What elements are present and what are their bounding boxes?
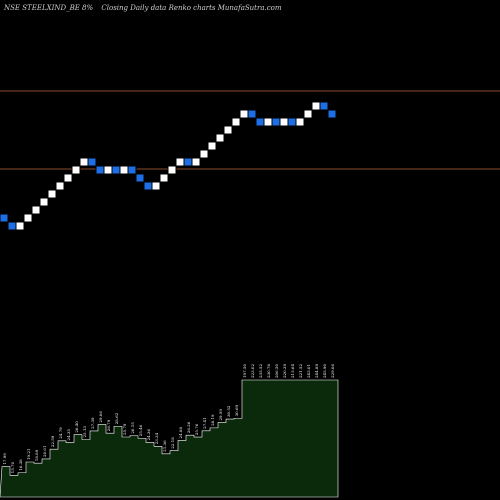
- renko-brick-up: [23, 213, 33, 223]
- volume-label: 215.64: [290, 364, 295, 378]
- volume-label: 21.36: [162, 440, 167, 452]
- volume-label: 243.01: [306, 364, 311, 378]
- volume-label: 25.13: [82, 426, 87, 438]
- volume-label: 206.50: [274, 364, 279, 378]
- chart-title: NSE STEELXIND_BE 8% Closing Daily data R…: [3, 4, 282, 12]
- volume-area-shape: [0, 379, 339, 498]
- volume-label: 30.69: [234, 404, 239, 416]
- volume-label: 26.26: [186, 421, 191, 433]
- renko-brick-up: [63, 173, 73, 183]
- volume-label: 24.35: [66, 429, 71, 441]
- renko-brick-up: [55, 181, 65, 191]
- volume-label: 220.39: [282, 364, 287, 378]
- renko-brick-up: [239, 109, 249, 119]
- volume-label: 16.38: [18, 459, 23, 471]
- renko-brick-down: [0, 213, 9, 223]
- volume-label: 26.40: [74, 421, 79, 433]
- renko-brick-up: [79, 157, 89, 167]
- volume-area: [0, 379, 339, 498]
- renko-brick-down: [255, 117, 265, 127]
- renko-brick-up: [15, 221, 25, 231]
- renko-brick-up: [191, 157, 201, 167]
- volume-label: 15.70: [10, 461, 15, 473]
- renko-brick-up: [215, 133, 225, 143]
- renko-brick-up: [279, 117, 289, 127]
- volume-label: 24.88: [178, 427, 183, 439]
- volume-label: 26.79: [106, 419, 111, 431]
- volume-label: 197.50: [242, 364, 247, 378]
- volume-label: 223.02: [250, 364, 255, 378]
- volume-label: 25.79: [122, 423, 127, 435]
- renko-brick-down: [271, 117, 281, 127]
- renko-brick-up: [167, 165, 177, 175]
- volume-label: 245.90: [322, 364, 327, 378]
- renko-brick-up: [151, 181, 161, 191]
- volume-label: 22.59: [50, 435, 55, 447]
- volume-label: 29.06: [98, 411, 103, 423]
- renko-bricks: [0, 101, 337, 231]
- renko-brick-down: [287, 117, 297, 127]
- reference-lines: [0, 90, 500, 170]
- renko-brick-down: [135, 173, 145, 183]
- renko-brick-down: [327, 109, 337, 119]
- volume-label: 244.89: [314, 364, 319, 378]
- volume-label: 27.41: [202, 417, 207, 428]
- renko-brick-down: [87, 157, 97, 167]
- volume-label: 28.19: [210, 414, 215, 426]
- renko-brick-up: [311, 101, 321, 111]
- renko-brick-up: [71, 165, 81, 175]
- renko-brick-down: [247, 109, 257, 119]
- volume-label: 17.99: [2, 453, 7, 465]
- volume-label: 19.21: [26, 449, 31, 460]
- chart-subtitle: Closing Daily data Renko charts MunafaSu…: [101, 4, 281, 12]
- renko-brick-down: [319, 101, 329, 111]
- volume-label: 26.15: [130, 422, 135, 434]
- volume-label: 229.06: [330, 364, 335, 378]
- renko-brick-down: [183, 157, 193, 167]
- volume-label: 18.89: [34, 449, 39, 461]
- renko-brick-up: [303, 109, 313, 119]
- volume-label: 30.52: [226, 405, 231, 417]
- renko-brick-up: [31, 205, 41, 215]
- volume-label: 24.79: [58, 427, 63, 439]
- chart-symbol: NSE STEELXIND_BE 8%: [3, 4, 94, 12]
- renko-brick-up: [159, 173, 169, 183]
- volume-label: 24.36: [146, 429, 151, 441]
- volume-label: 221.52: [298, 364, 303, 378]
- volume-label: 22.18: [170, 437, 175, 449]
- renko-brick-down: [111, 165, 121, 175]
- renko-brick-up: [199, 149, 209, 159]
- volume-label: 235.52: [258, 364, 263, 378]
- volume-label: 23.34: [154, 432, 159, 444]
- volume-label: 230.76: [266, 364, 271, 378]
- renko-brick-up: [47, 189, 57, 199]
- volume-label: 28.62: [114, 412, 119, 424]
- renko-brick-up: [295, 117, 305, 127]
- renko-brick-down: [95, 165, 105, 175]
- renko-brick-up: [103, 165, 113, 175]
- volume-label: 29.59: [218, 409, 223, 421]
- renko-brick-up: [175, 157, 185, 167]
- renko-brick-down: [127, 165, 137, 175]
- volume-label: 25.76: [194, 423, 199, 435]
- renko-brick-up: [263, 117, 273, 127]
- volume-label: 27.39: [90, 417, 95, 429]
- renko-brick-down: [143, 181, 153, 191]
- renko-brick-up: [119, 165, 129, 175]
- renko-brick-up: [231, 117, 241, 127]
- renko-brick-up: [207, 141, 217, 151]
- volume-label: 25.46: [138, 424, 143, 436]
- volume-label: 20.01: [42, 446, 47, 457]
- renko-brick-down: [7, 221, 17, 231]
- renko-brick-up: [39, 197, 49, 207]
- renko-brick-up: [223, 125, 233, 135]
